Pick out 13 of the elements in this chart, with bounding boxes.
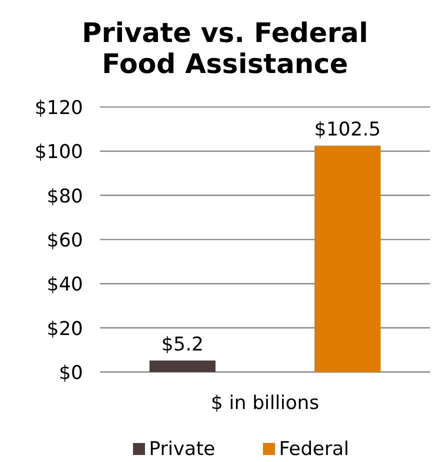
- x-axis-title: $ in billions: [210, 392, 320, 414]
- y-tick-label: $100: [34, 141, 83, 164]
- y-tick-label: $120: [34, 97, 83, 119]
- y-tick-label: $0: [58, 362, 83, 384]
- y-tick-label: $60: [46, 230, 83, 252]
- legend-label: Federal: [279, 438, 350, 460]
- y-tick-label: $40: [46, 274, 83, 296]
- data-label: $5.2: [161, 334, 204, 356]
- data-label: $102.5: [314, 118, 381, 141]
- y-tick-label: $80: [46, 185, 83, 208]
- chart-title: Private vs. Federal Food Assistance: [82, 18, 368, 80]
- legend-label: Private: [149, 438, 216, 460]
- y-tick-label: $20: [46, 318, 83, 340]
